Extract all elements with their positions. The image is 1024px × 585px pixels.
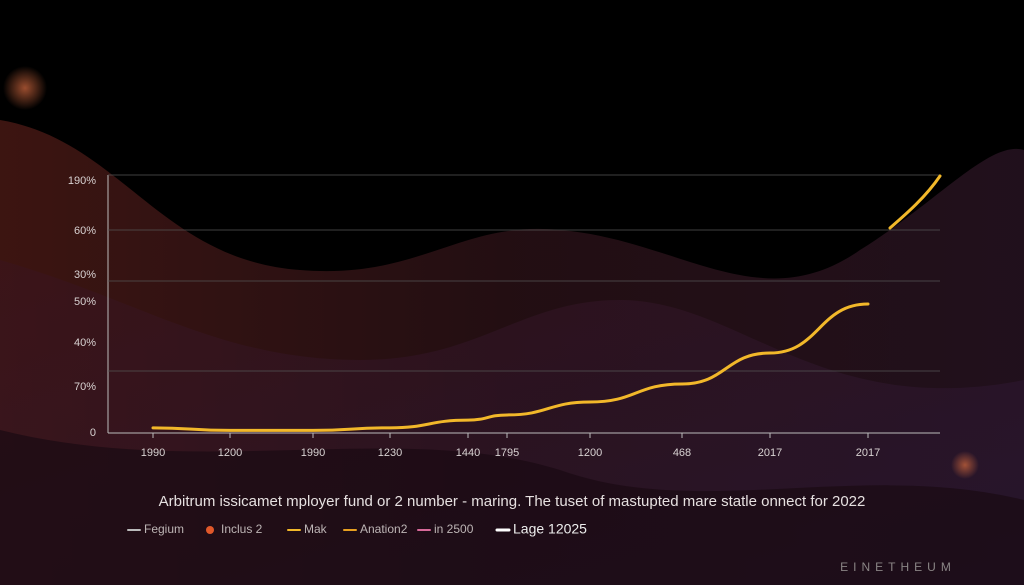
x-tick-label: 1200 [578, 447, 602, 459]
x-tick-label: 1990 [301, 447, 325, 459]
x-tick-label: 1200 [218, 447, 242, 459]
x-tick-label: 1990 [141, 447, 165, 459]
legend-label: Mak [304, 522, 328, 536]
legend-label: in 2500 [434, 522, 474, 536]
x-tick-label: 2017 [758, 447, 782, 459]
x-tick-label: 468 [673, 447, 691, 459]
legend-label: Fegium [144, 522, 184, 536]
legend-label: Lage 12025 [513, 521, 587, 537]
legend-swatch [206, 526, 214, 534]
line-extension [888, 174, 942, 230]
y-tick-label: 70% [74, 381, 96, 393]
x-tick-label: 2017 [856, 447, 880, 459]
x-tick-label: 1440 [456, 447, 480, 459]
x-tick-label: 1230 [378, 447, 402, 459]
y-tick-label: 190% [68, 175, 96, 187]
x-tick-label: 1795 [495, 447, 519, 459]
legend-label: Inclus 2 [221, 522, 263, 536]
legend-label: Anation2 [360, 522, 408, 536]
y-tick-label: 30% [74, 269, 96, 281]
watermark: EINETHEUM [840, 560, 956, 574]
y-tick-label: 0 [90, 427, 96, 439]
caption: Arbitrum issicamet mployer fund or 2 num… [159, 493, 866, 510]
background-wave [0, 430, 1024, 585]
y-tick-label: 60% [74, 225, 96, 237]
glow [3, 66, 47, 110]
glow [951, 451, 979, 479]
y-tick-label: 50% [74, 296, 96, 308]
y-tick-label: 40% [74, 337, 96, 349]
data-line [151, 302, 870, 432]
